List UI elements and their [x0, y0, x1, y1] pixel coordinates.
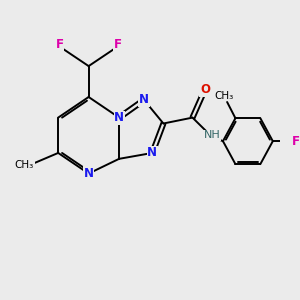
Text: NH: NH — [203, 130, 220, 140]
Text: N: N — [139, 93, 149, 106]
Text: F: F — [292, 135, 300, 148]
Text: CH₃: CH₃ — [15, 160, 34, 170]
Text: O: O — [200, 83, 210, 96]
Text: N: N — [114, 111, 124, 124]
Text: F: F — [114, 38, 122, 50]
Text: CH₃: CH₃ — [215, 91, 234, 100]
Text: N: N — [147, 146, 157, 159]
Text: F: F — [56, 38, 64, 50]
Text: N: N — [84, 167, 94, 180]
